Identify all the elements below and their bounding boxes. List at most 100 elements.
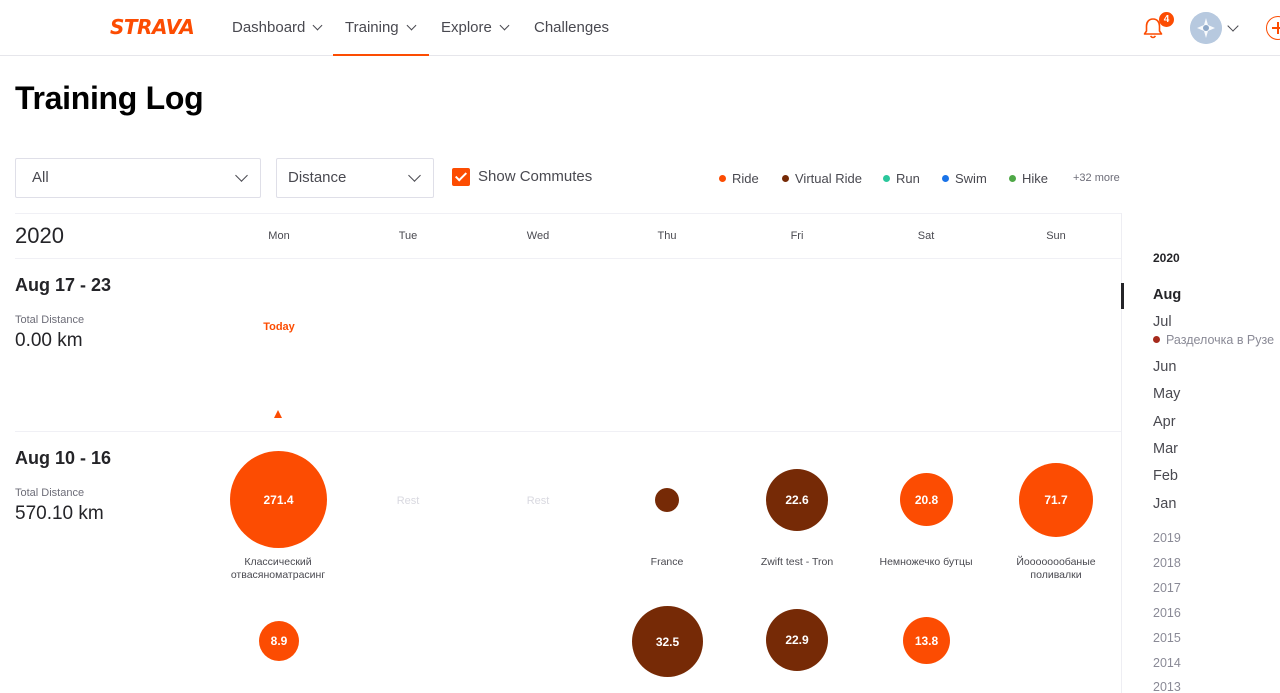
activity-bubble[interactable]: 32.5	[632, 606, 703, 677]
sport-type-select[interactable]: All	[15, 158, 261, 198]
dot-icon	[1153, 336, 1160, 343]
total-distance-value: 570.10 km	[15, 503, 104, 524]
notification-count-badge: 4	[1159, 12, 1174, 27]
metric-value: Distance	[288, 169, 347, 186]
sidebar-year-2014[interactable]: 2014	[1153, 656, 1181, 670]
notification-bell-icon[interactable]	[1142, 16, 1164, 40]
chevron-down-icon	[406, 20, 417, 31]
divider	[15, 431, 1121, 432]
rest-day-label: Rest	[396, 495, 420, 507]
nav-training[interactable]: Training	[333, 0, 429, 56]
nav-challenges-label: Challenges	[534, 19, 610, 36]
nav-explore[interactable]: Explore	[441, 0, 510, 56]
dot-icon	[1009, 175, 1016, 182]
dot-icon	[942, 175, 949, 182]
activity-bubble[interactable]: 8.9	[259, 621, 299, 661]
activity-name[interactable]: France	[650, 556, 684, 568]
week-range[interactable]: Aug 10 - 16	[15, 448, 112, 468]
sidebar-month-apr[interactable]: Apr	[1153, 414, 1176, 430]
day-header-mon: Mon	[268, 230, 290, 242]
activity-bubble[interactable]	[655, 488, 679, 512]
upload-plus-icon[interactable]	[1266, 16, 1280, 40]
activity-bubble[interactable]: 271.4	[230, 451, 327, 548]
sidebar-event-label: Разделочка в Рузе	[1166, 333, 1275, 347]
divider	[15, 258, 1121, 259]
sidebar-month-jun[interactable]: Jun	[1153, 359, 1177, 375]
chevron-down-icon[interactable]	[1227, 20, 1239, 32]
activity-name[interactable]: Немножечко бутцы	[879, 556, 973, 568]
total-distance-label: Total Distance	[15, 314, 85, 326]
today-label: Today	[263, 321, 295, 333]
sidebar-divider	[1121, 213, 1122, 693]
nav-challenges[interactable]: Challenges	[534, 0, 609, 56]
sidebar-month-feb[interactable]: Feb	[1153, 468, 1178, 484]
sidebar-year-2018[interactable]: 2018	[1153, 556, 1181, 570]
day-header-thu: Thu	[657, 230, 677, 242]
dot-icon	[883, 175, 890, 182]
dot-icon	[719, 175, 726, 182]
activity-bubble[interactable]: 71.7	[1019, 463, 1093, 537]
day-header-fri: Fri	[790, 230, 804, 242]
legend-ride: Ride	[719, 171, 759, 186]
sidebar-year-2019[interactable]: 2019	[1153, 531, 1181, 545]
sidebar-month-mar[interactable]: Mar	[1153, 441, 1178, 457]
legend-label: Ride	[732, 171, 759, 186]
legend-label: Run	[896, 171, 920, 186]
sidebar-year-2016[interactable]: 2016	[1153, 606, 1181, 620]
chevron-down-icon	[312, 20, 323, 31]
activity-bubble[interactable]: 22.6	[766, 469, 828, 531]
sidebar-month-may[interactable]: May	[1153, 386, 1181, 402]
total-distance-value: 0.00 km	[15, 330, 83, 351]
nav-dashboard-label: Dashboard	[232, 19, 306, 36]
chevron-down-icon	[408, 169, 421, 182]
avatar-image	[1190, 12, 1222, 44]
legend-run: Run	[883, 171, 920, 186]
sidebar-year-2015[interactable]: 2015	[1153, 631, 1181, 645]
nav-explore-label: Explore	[441, 19, 492, 36]
rest-day-label: Rest	[526, 495, 550, 507]
activity-name[interactable]: Zwift test - Tron	[760, 556, 834, 568]
activity-bubble[interactable]: 22.9	[766, 609, 828, 671]
chevron-down-icon	[499, 20, 510, 31]
today-marker-icon	[274, 410, 282, 418]
activity-bubble[interactable]: 13.8	[903, 617, 950, 664]
sidebar-month-jan[interactable]: Jan	[1153, 496, 1177, 512]
avatar[interactable]	[1190, 12, 1222, 44]
sidebar-year-title[interactable]: 2020	[1153, 251, 1180, 265]
day-header-tue: Tue	[398, 230, 418, 242]
legend-swim: Swim	[942, 171, 987, 186]
top-navigation: STRAVA Dashboard Training Explore Challe…	[0, 0, 1280, 56]
page-title: Training Log	[15, 80, 204, 116]
sidebar-month-aug[interactable]: Aug	[1153, 287, 1182, 303]
day-header-wed: Wed	[526, 230, 550, 242]
show-commutes-checkbox[interactable]	[452, 168, 470, 186]
sidebar-month-jul[interactable]: Jul	[1153, 314, 1172, 330]
legend-hike: Hike	[1009, 171, 1048, 186]
total-distance-label: Total Distance	[15, 487, 85, 499]
dot-icon	[782, 175, 789, 182]
sidebar-event[interactable]: Разделочка в Рузе	[1153, 333, 1274, 347]
activity-name[interactable]: Классический отвасяноматрасинг	[230, 556, 326, 581]
legend-more-link[interactable]: +32 more	[1073, 172, 1120, 184]
chevron-down-icon	[235, 169, 248, 182]
sidebar-year-2013[interactable]: 2013	[1153, 680, 1181, 693]
week-range[interactable]: Aug 17 - 23	[15, 275, 112, 295]
activity-name[interactable]: Йоооооообаные поливалки	[1016, 556, 1096, 581]
legend-label: Virtual Ride	[795, 171, 862, 186]
show-commutes-label: Show Commutes	[478, 168, 593, 185]
nav-training-label: Training	[345, 19, 399, 36]
legend-virtual-ride: Virtual Ride	[782, 171, 862, 186]
activity-bubble[interactable]: 20.8	[900, 473, 953, 526]
metric-select[interactable]: Distance	[276, 158, 434, 198]
strava-logo[interactable]: STRAVA	[110, 15, 195, 39]
sidebar-year-2017[interactable]: 2017	[1153, 581, 1181, 595]
legend-label: Hike	[1022, 171, 1049, 186]
calendar-year: 2020	[15, 223, 64, 248]
day-header-sun: Sun	[1046, 230, 1066, 242]
sidebar-active-indicator	[1121, 283, 1124, 309]
legend-label: Swim	[955, 171, 987, 186]
sport-type-value: All	[32, 169, 49, 186]
nav-dashboard[interactable]: Dashboard	[232, 0, 323, 56]
day-header-sat: Sat	[917, 230, 935, 242]
divider	[15, 213, 1121, 214]
